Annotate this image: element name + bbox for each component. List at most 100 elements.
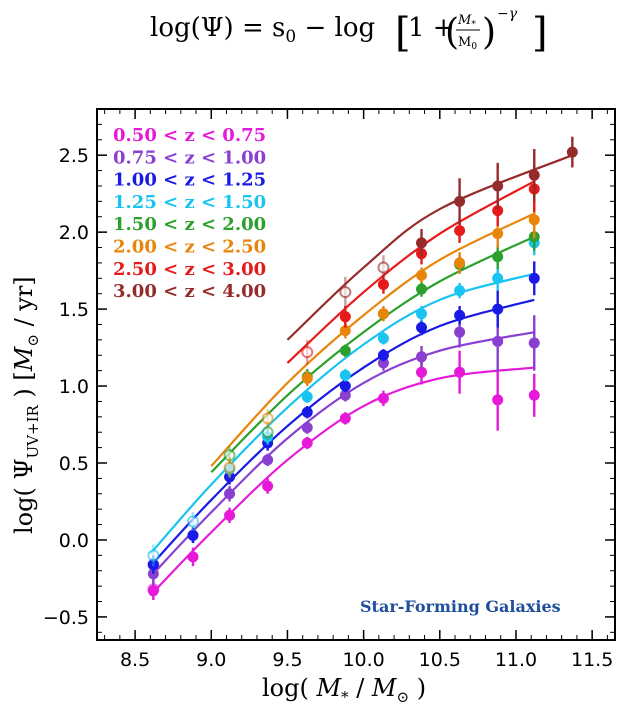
data-point — [377, 392, 389, 404]
data-point — [187, 551, 199, 563]
data-point — [454, 257, 466, 269]
data-point-open — [261, 426, 274, 439]
legend-entry: 1.00 < z < 1.25 — [113, 170, 266, 191]
data-point — [528, 169, 540, 181]
plot-frame — [96, 108, 616, 641]
legend-entry: 0.75 < z < 1.00 — [113, 147, 266, 168]
axis-ticks: 8.5 9.0 9.5 10.0 10.5 11.0 11.5 −0.5 0.0 0.5 1.0 1.… — [43, 109, 615, 671]
legend: 0.50 < z < 0.750.75 < z < 1.001.00 < z <… — [113, 125, 266, 302]
data-point — [377, 278, 389, 290]
data-point — [416, 322, 428, 334]
x-axis-title: log( M* / M⊙ ) — [262, 674, 426, 706]
data-point-open — [301, 346, 314, 359]
formula-bracket-right: ] — [532, 10, 548, 56]
data-point — [454, 225, 466, 237]
y-tick-label: 1.0 — [59, 376, 89, 398]
y-tick-label: 2.5 — [59, 145, 89, 167]
x-tick-label: 11.0 — [495, 649, 537, 671]
y-axis-title: log( ΨUV+IR ) [M⊙ / yr] — [10, 276, 42, 534]
fit-curve-series-7 — [286, 154, 573, 341]
formula-bracket-left: [ — [395, 10, 411, 56]
data-point-open — [223, 449, 236, 462]
fit-curve-series-0 — [149, 366, 535, 597]
data-point — [492, 180, 504, 192]
data-point — [416, 366, 428, 378]
data-point-open — [186, 515, 199, 528]
data-point — [566, 146, 578, 158]
data-point — [262, 480, 274, 492]
data-point — [301, 437, 313, 449]
data-point — [492, 272, 504, 284]
data-point — [528, 389, 540, 401]
formula-one-plus: 1 + — [408, 13, 455, 43]
data-point — [262, 454, 274, 466]
x-tick-label: 9.5 — [272, 649, 302, 671]
data-point-open — [339, 286, 352, 299]
formula-denominator: M0 — [458, 35, 477, 52]
fit-curve-series-4 — [210, 235, 535, 474]
data-point — [339, 369, 351, 381]
data-point — [339, 311, 351, 323]
x-tick-label: 11.5 — [571, 649, 613, 671]
formula-numerator: M* — [457, 13, 476, 30]
data-point-open — [147, 549, 160, 562]
data-point — [528, 272, 540, 284]
formula-paren-right: ) — [482, 12, 496, 53]
data-point-open — [261, 412, 274, 425]
data-point — [339, 380, 351, 392]
data-point — [224, 488, 236, 500]
data-point — [416, 283, 428, 295]
data-point — [454, 285, 466, 297]
data-point — [454, 366, 466, 378]
fit-curves — [149, 154, 573, 597]
data-point-open — [377, 261, 390, 274]
data-point — [528, 214, 540, 226]
data-points — [147, 136, 578, 600]
legend-entry: 1.50 < z < 2.00 — [113, 214, 266, 235]
data-point — [416, 308, 428, 320]
data-point — [416, 237, 428, 249]
legend-entry: 0.50 < z < 0.75 — [113, 125, 266, 146]
data-point — [224, 509, 236, 521]
y-tick-label: 2.0 — [59, 222, 89, 244]
data-point — [377, 332, 389, 344]
data-point — [492, 251, 504, 263]
y-tick-label: 0.0 — [59, 530, 89, 552]
data-point — [377, 349, 389, 361]
formula-lhs: log(Ψ) = s0 − log — [150, 13, 375, 47]
data-point — [377, 308, 389, 320]
data-point — [301, 372, 313, 384]
data-point — [528, 337, 540, 349]
data-point — [339, 345, 351, 357]
data-point — [454, 326, 466, 338]
fit-curve-series-6 — [286, 180, 535, 364]
x-tick-label: 10.0 — [342, 649, 384, 671]
data-point — [416, 269, 428, 281]
data-point — [301, 391, 313, 403]
y-tick-label: 1.5 — [59, 299, 89, 321]
fit-curve-series-3 — [149, 272, 535, 555]
data-point — [301, 406, 313, 418]
data-point — [454, 195, 466, 207]
legend-entry: 2.50 < z < 3.00 — [113, 259, 266, 280]
data-point — [416, 351, 428, 363]
data-point — [492, 303, 504, 315]
formula-title: log(Ψ) = s0 − log [ 1 + ( M* M0 ) −γ ] — [150, 6, 548, 56]
legend-entry: 1.25 < z < 1.50 — [113, 192, 266, 213]
x-tick-label: 9.0 — [196, 649, 226, 671]
data-point — [492, 228, 504, 240]
fit-curve-series-1 — [149, 331, 535, 578]
data-point — [301, 422, 313, 434]
formula-exponent: −γ — [497, 6, 518, 22]
annotation-star-forming: Star-Forming Galaxies — [360, 597, 561, 616]
fit-curve-series-5 — [210, 212, 535, 467]
x-tick-label: 10.5 — [419, 649, 461, 671]
legend-entry: 3.00 < z < 4.00 — [113, 281, 266, 302]
data-point — [454, 309, 466, 321]
y-tick-label: −0.5 — [43, 607, 89, 629]
legend-entry: 2.00 < z < 2.50 — [113, 237, 266, 258]
data-point — [492, 335, 504, 347]
data-point — [492, 394, 504, 406]
data-point — [147, 585, 159, 597]
